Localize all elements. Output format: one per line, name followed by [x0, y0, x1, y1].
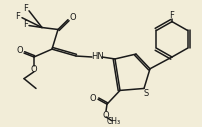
Text: O: O — [31, 65, 37, 74]
Text: S: S — [143, 89, 149, 98]
Text: O: O — [70, 13, 76, 22]
Text: F: F — [24, 4, 28, 13]
Text: F: F — [16, 12, 20, 21]
Text: O: O — [90, 94, 96, 103]
Text: CH₃: CH₃ — [107, 117, 121, 126]
Text: O: O — [103, 112, 109, 121]
Text: F: F — [24, 20, 28, 29]
Text: F: F — [169, 11, 175, 20]
Text: O: O — [17, 46, 23, 55]
Text: HN: HN — [91, 52, 103, 61]
